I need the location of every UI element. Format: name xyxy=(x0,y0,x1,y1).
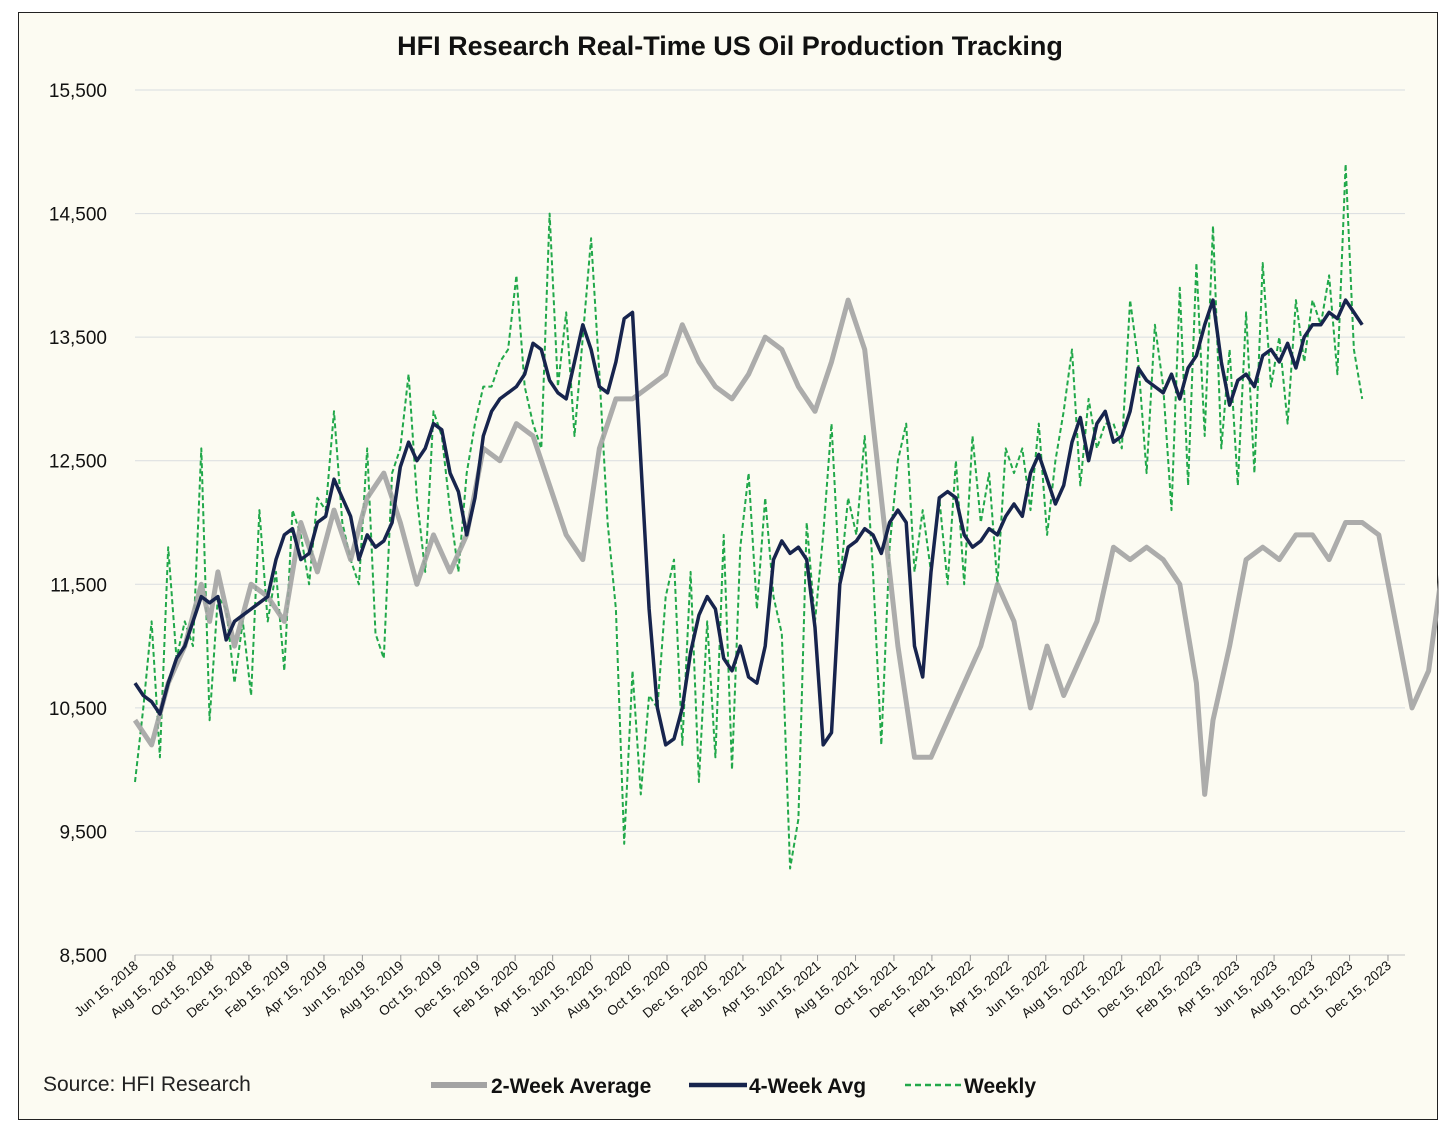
chart-title: HFI Research Real-Time US Oil Production… xyxy=(397,31,1063,61)
y-tick-label: 15,500 xyxy=(49,81,107,102)
x-tick-label: Jun 15, 2021 xyxy=(754,958,823,1020)
series-line-2-week-average xyxy=(132,297,1439,797)
legend-label-4-week-avg: 4-Week Avg xyxy=(749,1075,866,1098)
series-line-4-week-avg xyxy=(133,298,1364,747)
x-tick-label: Aug 15, 2021 xyxy=(790,958,861,1021)
legend-label-2-week-average: 2-Week Average xyxy=(491,1075,651,1098)
series-layer xyxy=(132,163,1439,870)
y-tick-label: 14,500 xyxy=(49,205,107,226)
x-tick-label: Dec 15, 2021 xyxy=(867,958,938,1021)
y-tick-label: 8,500 xyxy=(59,946,107,967)
y-tick-label: 10,500 xyxy=(49,699,107,720)
y-tick-label: 9,500 xyxy=(59,822,107,843)
chart-frame: HFI Research Real-Time US Oil Production… xyxy=(18,12,1439,1120)
chart-svg: HFI Research Real-Time US Oil Production… xyxy=(43,31,1439,1098)
x-tick-label: Aug 15, 2020 xyxy=(563,958,634,1021)
x-tick-label: Jun 15, 2018 xyxy=(71,958,140,1020)
y-axis: 8,500 9,500 10,500 11,500 12,500 13,500 14,500… xyxy=(49,81,107,967)
y-tick-label: 11,500 xyxy=(50,575,107,596)
source-note: Source: HFI Research xyxy=(43,1073,251,1096)
series-line-weekly xyxy=(134,163,1364,870)
legend-label-weekly: Weekly xyxy=(964,1075,1036,1098)
y-tick-label: 12,500 xyxy=(49,452,107,473)
legend: 2-Week Average 4-Week Avg Weekly xyxy=(431,1075,1036,1098)
y-tick-label: 13,500 xyxy=(49,328,107,349)
